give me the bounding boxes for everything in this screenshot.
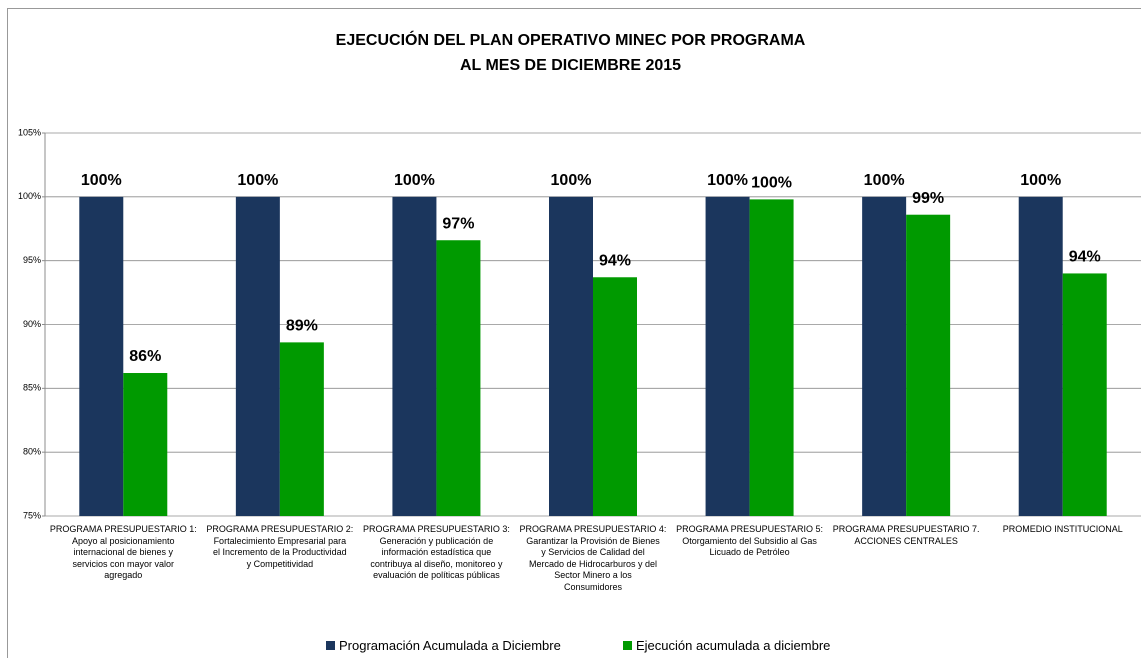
data-label: 100% [707,172,748,189]
bar [749,199,794,517]
bar [705,196,750,517]
y-tick-label: 75% [23,510,41,520]
x-tick-label: PROGRAMA PRESUPUESTARIO 5: Otorgamiento … [676,524,823,558]
bar [79,196,124,517]
bar [906,214,951,516]
bar [392,196,437,517]
data-label: 100% [237,172,278,189]
x-tick-label: PROGRAMA PRESUPUESTARIO 4: Garantizar la… [519,524,667,592]
x-tick-label: PROGRAMA PRESUPUESTARIO 3: Generación y … [362,524,510,581]
x-tick-label: PROGRAMA PRESUPUESTARIO 1: Apoyo al posi… [49,524,197,581]
y-tick-label: 85% [23,383,41,393]
y-tick-label: 100% [18,191,41,201]
data-label: 97% [442,215,474,232]
x-tick-label: PROGRAMA PRESUPUESTARIO 2: Fortalecimien… [206,524,354,569]
y-tick-label: 95% [23,255,41,265]
bar [1018,196,1063,517]
data-label: 89% [286,318,318,335]
data-label: 100% [394,172,435,189]
data-label: 100% [751,175,792,192]
bar [862,196,907,517]
x-tick-label: PROMEDIO INSTITUCIONAL [1002,524,1123,534]
legend-item: Programación Acumulada a Diciembre [326,638,561,653]
legend-swatch [623,641,632,650]
bar [235,196,280,517]
data-label: 86% [129,348,161,365]
bar [279,342,324,516]
legend-swatch [326,641,335,650]
legend-item: Ejecución acumulada a diciembre [623,638,830,653]
data-label: 100% [864,172,905,189]
x-tick-label: PROGRAMA PRESUPUESTARIO 7. ACCIONES CENT… [832,524,980,546]
bar [1062,273,1107,516]
chart-border [7,8,1141,658]
y-tick-label: 90% [23,319,41,329]
y-tick-label: 105% [18,127,41,137]
data-label: 100% [1020,172,1061,189]
data-label: 100% [81,172,122,189]
data-label: 94% [599,252,631,269]
bar [593,277,637,516]
data-label: 99% [912,190,944,207]
bar [436,240,481,517]
chart-title: EJECUCIÓN DEL PLAN OPERATIVO MINEC POR P… [335,32,806,74]
legend-label: Programación Acumulada a Diciembre [339,638,561,653]
y-tick-label: 80% [23,447,41,457]
bar [123,373,168,516]
data-label: 100% [551,172,592,189]
bar [549,196,593,517]
legend-label: Ejecución acumulada a diciembre [636,638,831,653]
data-label: 94% [1069,249,1101,266]
